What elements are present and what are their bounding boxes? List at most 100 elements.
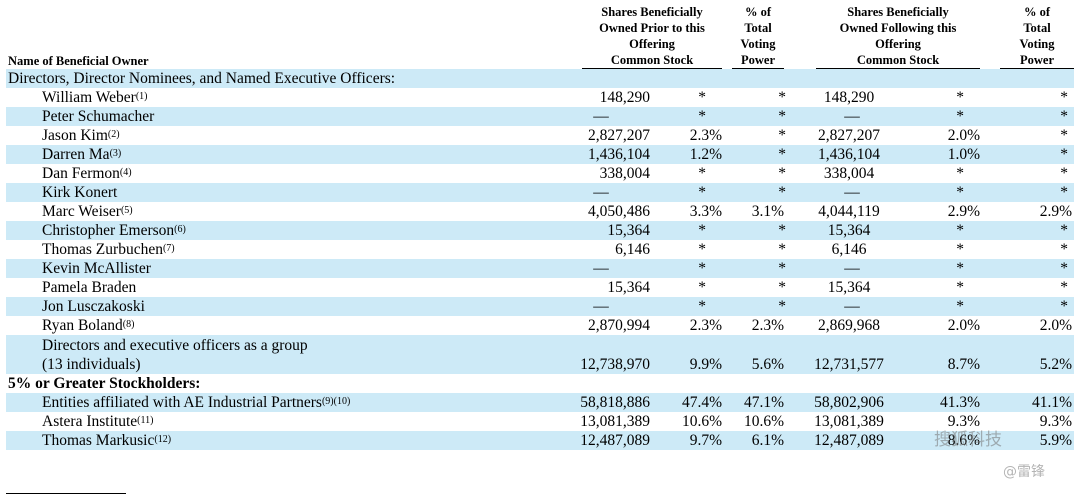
voting-following: * — [986, 107, 1075, 126]
pct-prior: * — [698, 165, 707, 182]
footnote-ref: (2) — [107, 129, 120, 140]
pct-following: * — [916, 107, 987, 126]
voting-following: * — [1060, 89, 1069, 106]
voting-prior: 5.6% — [728, 335, 789, 374]
owner-name: Dan Fermon(4) — [6, 164, 546, 183]
pct-prior: * — [656, 221, 729, 240]
voting-prior: * — [728, 259, 789, 278]
voting-following: 2.0% — [1039, 317, 1073, 334]
pct-prior: 3.3% — [689, 203, 723, 220]
owner-name: Ryan Boland(8) — [6, 316, 546, 335]
voting-prior: * — [728, 107, 789, 126]
pct-prior: * — [656, 297, 729, 316]
pct-following: 1.0% — [916, 145, 987, 164]
pct-prior: * — [698, 279, 707, 296]
shares-following: 2,869,968 — [818, 317, 881, 334]
footnote-rule — [6, 493, 126, 494]
pct-prior: 9.7% — [656, 431, 729, 450]
pct-prior: * — [698, 89, 707, 106]
pct-following: 2.0% — [947, 127, 981, 144]
pct-prior: 2.3% — [689, 317, 723, 334]
shares-following: — — [788, 297, 917, 316]
owner-name-text: Thomas Markusic — [42, 432, 155, 449]
shares-prior: — — [546, 297, 656, 316]
pct-following: 2.9% — [947, 203, 981, 220]
owner-name-text: Christopher Emerson — [42, 222, 175, 239]
footnote-ref: (4) — [119, 167, 132, 178]
voting-following: * — [986, 259, 1075, 278]
shares-prior: 13,081,389 — [580, 413, 650, 430]
voting-prior: 10.6% — [743, 413, 785, 430]
section-stockholders-heading: 5% or Greater Stockholders: — [6, 374, 1074, 393]
voting-following: * — [1060, 241, 1069, 258]
pct-following: 41.3% — [916, 393, 987, 412]
shares-prior: 12,738,970 — [546, 335, 656, 374]
shares-prior: 15,364 — [546, 221, 656, 240]
voting-prior: * — [778, 279, 787, 296]
voting-prior: 2.3% — [751, 317, 785, 334]
pct-following: * — [916, 297, 987, 316]
voting-following: * — [1060, 165, 1069, 182]
table-row: Thomas Zurbuchen(7) 6,146 * * 6,146 * * — [6, 240, 1074, 259]
table-row: Dan Fermon(4) 338,004 * * 338,004 * * — [6, 164, 1074, 183]
voting-following: * — [986, 183, 1075, 202]
voting-prior: * — [728, 297, 789, 316]
voting-prior: * — [728, 183, 789, 202]
owner-name-text: Entities affiliated with AE Industrial P… — [42, 394, 322, 411]
section-directors-heading: Directors, Director Nominees, and Named … — [6, 69, 1075, 88]
owner-name-text: Ryan Boland — [42, 317, 123, 334]
owner-name-text: Kirk Konert — [42, 184, 118, 201]
voting-following: * — [1060, 279, 1069, 296]
owner-name-text: William Weber — [42, 89, 136, 106]
table-row: Jon Lusczakoski — * * — * * — [6, 297, 1075, 316]
table-row: Marc Weiser(5) 4,050,486 3.3% 3.1% 4,044,119… — [6, 202, 1074, 221]
owner-name: Astera Institute(11) — [6, 412, 546, 431]
footnote-ref: (1) — [135, 91, 148, 102]
table-row: Darren Ma(3) 1,436,104 1.2% * 1,436,104 1.0% * — [6, 145, 1075, 164]
shares-prior: 58,818,886 — [546, 393, 656, 412]
group-total-row: Directors and executive officers as a gr… — [6, 335, 1075, 374]
pct-following: * — [956, 165, 965, 182]
pct-prior: 1.2% — [656, 145, 729, 164]
pct-prior: 10.6% — [681, 413, 723, 430]
voting-following: 5.2% — [986, 335, 1075, 374]
table-row: Kevin McAllister — * * — * * — [6, 259, 1075, 278]
shares-following: — — [788, 107, 917, 126]
voting-following: * — [986, 221, 1075, 240]
owner-name-text: Jason Kim — [42, 127, 108, 144]
owner-name-text: Thomas Zurbuchen — [42, 241, 163, 258]
table-row: Ryan Boland(8) 2,870,994 2.3% 2.3% 2,869,968… — [6, 316, 1074, 335]
voting-prior: 3.1% — [751, 203, 785, 220]
shares-following: 2,827,207 — [818, 127, 881, 144]
footnote-ref: (8) — [122, 319, 135, 330]
footnote-ref: (7) — [162, 243, 175, 254]
shares-following: 148,290 — [823, 89, 875, 106]
pct-prior: * — [698, 241, 707, 258]
pct-prior: * — [656, 183, 729, 202]
owner-name: Christopher Emerson(6) — [6, 221, 546, 240]
owner-name: Jason Kim(2) — [6, 126, 546, 145]
shares-prior: 338,004 — [599, 165, 650, 182]
owner-name: Darren Ma(3) — [6, 145, 546, 164]
voting-prior: * — [728, 145, 789, 164]
shares-following: 338,004 — [823, 165, 875, 182]
pct-following: * — [956, 279, 965, 296]
shares-following: 6,146 — [831, 241, 867, 258]
table-row: Jason Kim(2) 2,827,207 2.3% * 2,827,207 2.0% * — [6, 126, 1074, 145]
pct-following: * — [916, 183, 987, 202]
footnote-ref: (11) — [137, 415, 154, 426]
table-row: Entities affiliated with AE Industrial P… — [6, 393, 1075, 412]
table-row: Christopher Emerson(6) 15,364 * * 15,364 * * — [6, 221, 1075, 240]
footnote-ref: (12) — [154, 434, 172, 445]
voting-following: 9.3% — [1039, 413, 1073, 430]
owner-name: Jon Lusczakoski — [6, 297, 546, 316]
shares-following: 1,436,104 — [788, 145, 917, 164]
owner-name: Kirk Konert — [6, 183, 546, 202]
voting-following: * — [986, 297, 1075, 316]
table-row: William Weber(1) 148,290 * * 148,290 * * — [6, 88, 1074, 107]
voting-prior: * — [778, 241, 787, 258]
shares-following: — — [788, 259, 917, 278]
section-stockholders-title: 5% or Greater Stockholders: — [8, 375, 201, 392]
pct-following: * — [916, 221, 987, 240]
shares-prior: 4,050,486 — [588, 203, 650, 220]
